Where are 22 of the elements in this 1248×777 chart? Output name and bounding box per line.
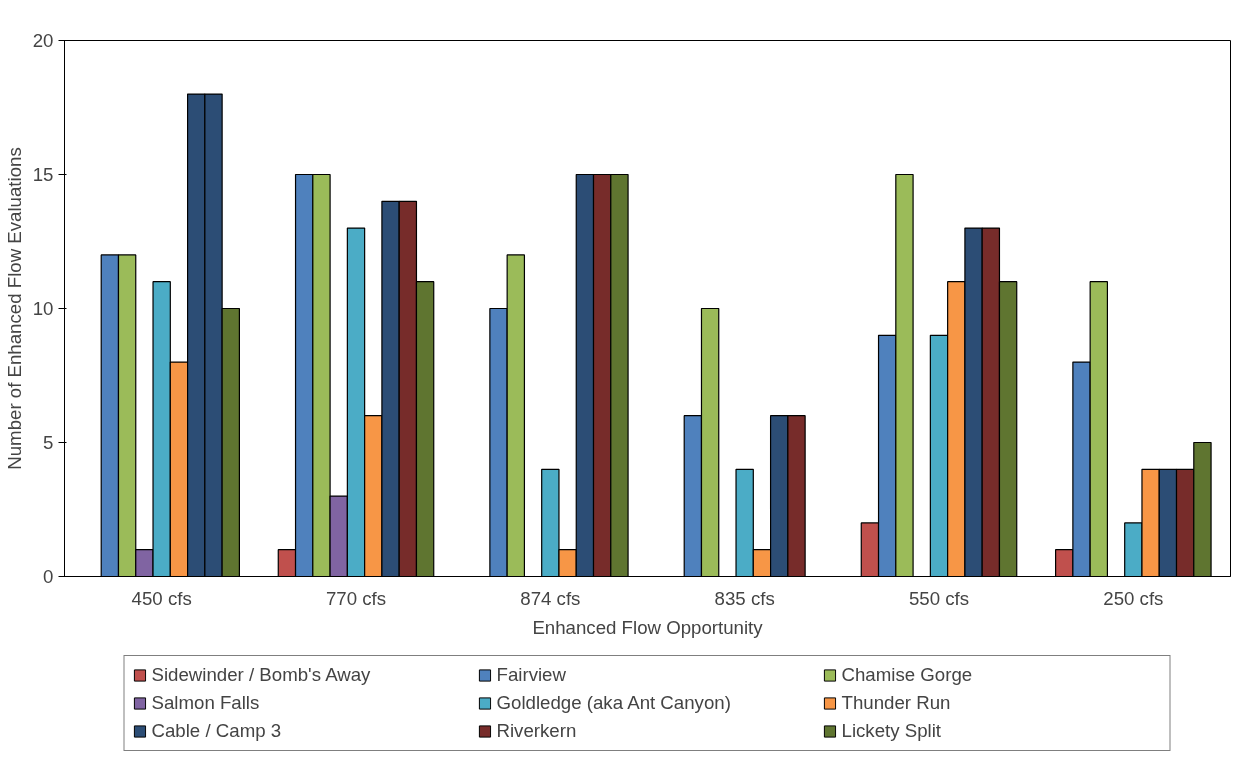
legend-label: Thunder Run xyxy=(841,691,952,714)
legend-label: Cable / Camp 3 xyxy=(151,719,283,742)
x-tick-label: 450 cfs xyxy=(131,587,192,609)
x-tick-label: 874 cfs xyxy=(520,587,581,609)
x-tick-label: 550 cfs xyxy=(908,587,970,609)
x-tick-label: 250 cfs xyxy=(1103,587,1164,609)
x-axis-title: Enhanced Flow Opportunity xyxy=(532,616,764,638)
y-tick-label: 15 xyxy=(32,164,54,185)
y-axis-title: Number of Enhanced Flow Evaluations xyxy=(3,147,25,470)
y-tick-label: 5 xyxy=(43,432,54,453)
legend-label: Sidewinder / Bomb's Away xyxy=(151,663,372,686)
legend-label: Salmon Falls xyxy=(151,691,261,714)
legend-label: Riverkern xyxy=(496,719,578,742)
legend-label: Chamise Gorge xyxy=(841,663,974,686)
x-tick-label: 770 cfs xyxy=(325,587,387,609)
y-tick-label: 20 xyxy=(32,30,54,51)
legend-label: Lickety Split xyxy=(841,719,943,742)
x-tick-label: 835 cfs xyxy=(714,587,775,609)
legend-label: Goldledge (aka Ant Canyon) xyxy=(496,691,732,714)
legend-label: Fairview xyxy=(496,663,567,686)
y-tick-label: 10 xyxy=(32,298,54,319)
y-tick-label: 0 xyxy=(43,566,54,587)
